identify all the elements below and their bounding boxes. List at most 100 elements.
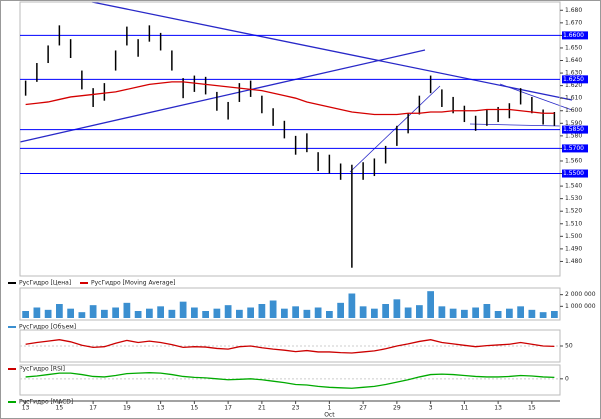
x-tick-label: 15 (56, 405, 64, 412)
y-tick-label: 1.490 (565, 245, 582, 252)
y-tick-label: 1.530 (565, 195, 582, 202)
x-tick-label: 21 (258, 405, 266, 412)
level-label: 1.6250 (563, 76, 584, 83)
x-tick-label: 13 (494, 405, 502, 412)
volume-bar (67, 308, 74, 318)
month-label: Oct (324, 412, 335, 419)
x-tick-label: 19 (123, 405, 131, 412)
volume-bar (382, 304, 389, 318)
panel (19, 364, 561, 396)
x-tick-label: 15 (191, 405, 199, 412)
volume-bar (427, 291, 434, 318)
y-tick-label: 1.580 (565, 132, 582, 139)
volume-bar (101, 309, 108, 318)
trend-line (19, 49, 426, 143)
trend-line (91, 1, 573, 101)
volume-bar (326, 311, 333, 318)
y-tick-label: 2 000 000 (565, 291, 596, 298)
y-tick-label: 1.520 (565, 208, 582, 215)
series-line (25, 372, 555, 389)
volume-bar (348, 293, 356, 318)
y-tick-label: 1.600 (565, 107, 582, 114)
y-tick-label: 1.680 (565, 7, 582, 14)
volume-bar (517, 306, 524, 318)
volume-bar (89, 305, 97, 318)
level-tag (562, 125, 588, 134)
x-tick-label: 1 (327, 405, 331, 412)
level-label: 1.5500 (563, 170, 584, 177)
x-tick-label: 13 (157, 405, 165, 412)
y-tick-label: 1.480 (565, 258, 582, 265)
level-label: 1.5700 (563, 145, 584, 152)
volume-bar (224, 305, 232, 318)
volume-bar (314, 307, 322, 318)
y-tick-label: 1.650 (565, 44, 582, 51)
volume-bar (472, 307, 479, 318)
volume-bar (269, 300, 277, 318)
volume-bar (157, 306, 164, 318)
volume-bar (438, 306, 446, 318)
volume-bar (528, 309, 536, 318)
volume-bar (359, 306, 367, 318)
volume-bar (539, 312, 547, 318)
y-tick-label: 1.540 (565, 183, 582, 190)
y-tick-label: 50 (565, 343, 573, 350)
legend-label: РусГидро [Объем] (19, 324, 76, 331)
y-tick-label: 1.670 (565, 19, 582, 26)
volume-bar (506, 308, 513, 318)
series-line (25, 339, 555, 354)
panel (19, 287, 561, 321)
volume-bar (337, 302, 344, 318)
level-tag (562, 144, 588, 153)
y-tick-label: 0 (565, 375, 569, 382)
volume-bar (78, 312, 86, 318)
volume-bar (247, 307, 254, 318)
x-tick-label: 11 (461, 405, 469, 412)
x-tick-label: 3 (429, 405, 433, 412)
volume-bar (112, 307, 119, 318)
y-tick-label: 1.620 (565, 82, 582, 89)
volume-bar (281, 308, 288, 318)
x-tick-label: 13 (22, 405, 30, 412)
trend-line (349, 85, 441, 173)
x-tick-label: 27 (359, 405, 367, 412)
volume-bar (258, 304, 266, 318)
volume-bar (449, 308, 457, 318)
volume-bar (416, 305, 423, 318)
level-label: 1.5850 (563, 126, 584, 133)
y-tick-label: 1.500 (565, 233, 582, 240)
volume-bar (44, 309, 52, 318)
y-tick-label: 1.560 (565, 157, 582, 164)
volume-bar (202, 311, 209, 318)
volume-bar (146, 308, 153, 318)
volume-bar (461, 309, 468, 318)
x-tick-label: 29 (393, 405, 401, 412)
volume-bar (551, 311, 558, 318)
x-tick-label: 17 (89, 405, 97, 412)
level-tag (562, 169, 588, 178)
trend-lines (19, 1, 573, 173)
volume-bar (213, 308, 221, 318)
legend-label: РусГидро [MACD] (19, 399, 73, 406)
volume-bar (134, 311, 142, 318)
volume-bar (236, 309, 243, 318)
legend-label: РусГидро [Moving Average] (91, 280, 175, 287)
volume-bar (191, 307, 198, 318)
series-line (25, 81, 555, 116)
volume-bar (22, 311, 29, 318)
volume-bar (494, 311, 502, 318)
x-tick-label: 23 (292, 405, 300, 412)
y-tick-label: 1.590 (565, 120, 582, 127)
y-tick-label: 1.640 (565, 57, 582, 64)
y-tick-label: 1.610 (565, 95, 582, 102)
y-tick-label: 1 000 000 (565, 303, 596, 310)
volume-bar (168, 309, 176, 318)
volume-bar (303, 309, 311, 318)
volume-bar (393, 299, 401, 318)
volume-bar (483, 304, 491, 318)
panel (19, 1, 561, 277)
y-tick-label: 1.630 (565, 70, 582, 77)
volume-bar (56, 304, 63, 318)
